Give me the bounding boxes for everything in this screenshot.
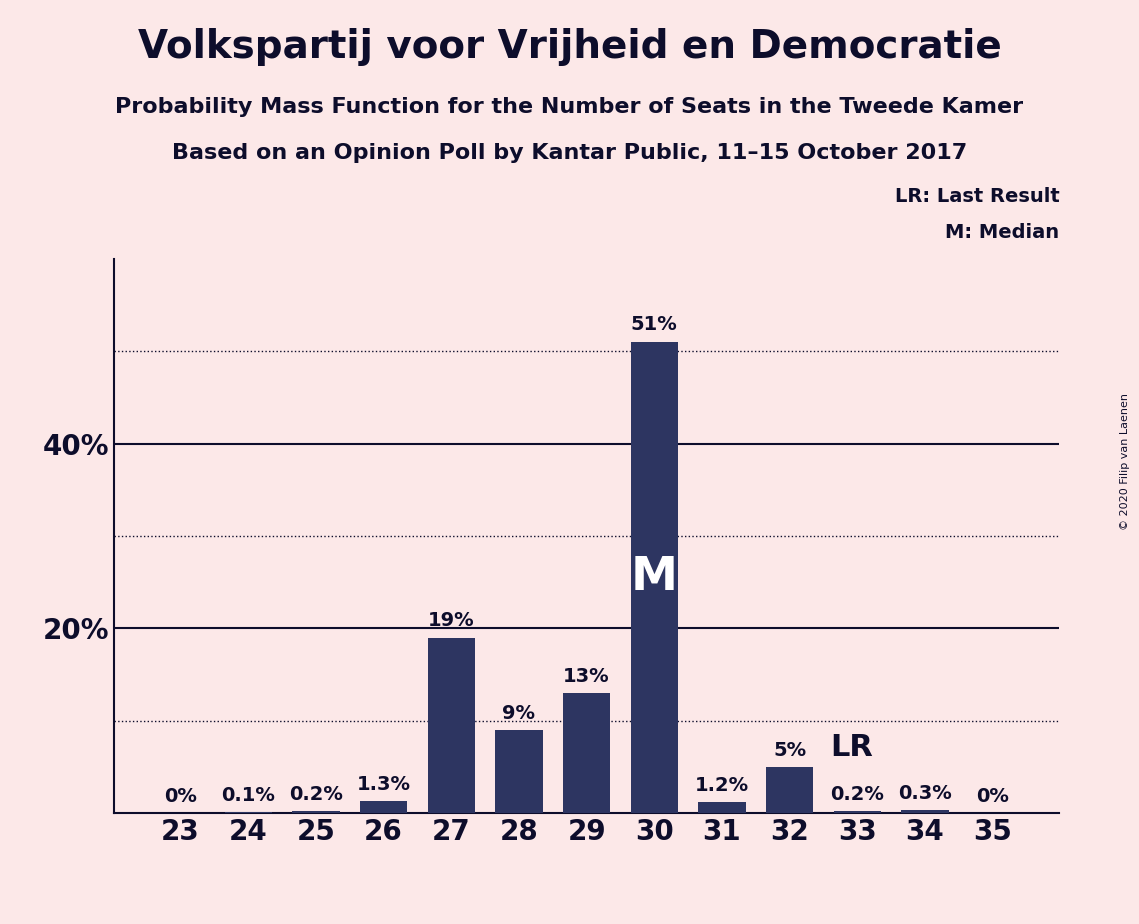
Bar (293, 811, 339, 813)
Text: M: Median: M: Median (945, 223, 1059, 242)
Text: 0.3%: 0.3% (898, 784, 952, 803)
Text: LR: LR (830, 734, 874, 762)
Text: 0%: 0% (976, 786, 1009, 806)
Text: 51%: 51% (631, 315, 678, 334)
Text: Probability Mass Function for the Number of Seats in the Tweede Kamer: Probability Mass Function for the Number… (115, 97, 1024, 117)
Bar (834, 811, 880, 813)
Text: 9%: 9% (502, 703, 535, 723)
Bar (901, 810, 949, 813)
Bar (224, 812, 272, 813)
Bar (495, 730, 542, 813)
Text: LR: Last Result: LR: Last Result (894, 187, 1059, 206)
Bar (765, 767, 813, 813)
Bar (631, 342, 678, 813)
Bar (360, 801, 408, 813)
Text: 5%: 5% (773, 740, 806, 760)
Bar (698, 802, 746, 813)
Text: Based on an Opinion Poll by Kantar Public, 11–15 October 2017: Based on an Opinion Poll by Kantar Publi… (172, 143, 967, 164)
Text: 1.3%: 1.3% (357, 774, 410, 794)
Text: Volkspartij voor Vrijheid en Democratie: Volkspartij voor Vrijheid en Democratie (138, 28, 1001, 66)
Text: 13%: 13% (564, 666, 609, 686)
Text: 0.2%: 0.2% (830, 784, 884, 804)
Bar (563, 693, 611, 813)
Text: 1.2%: 1.2% (695, 775, 749, 795)
Text: M: M (631, 555, 678, 600)
Text: 0%: 0% (164, 786, 197, 806)
Text: 0.1%: 0.1% (221, 785, 276, 805)
Text: 19%: 19% (428, 611, 475, 630)
Text: 0.2%: 0.2% (289, 784, 343, 804)
Text: © 2020 Filip van Laenen: © 2020 Filip van Laenen (1121, 394, 1130, 530)
Bar (427, 638, 475, 813)
